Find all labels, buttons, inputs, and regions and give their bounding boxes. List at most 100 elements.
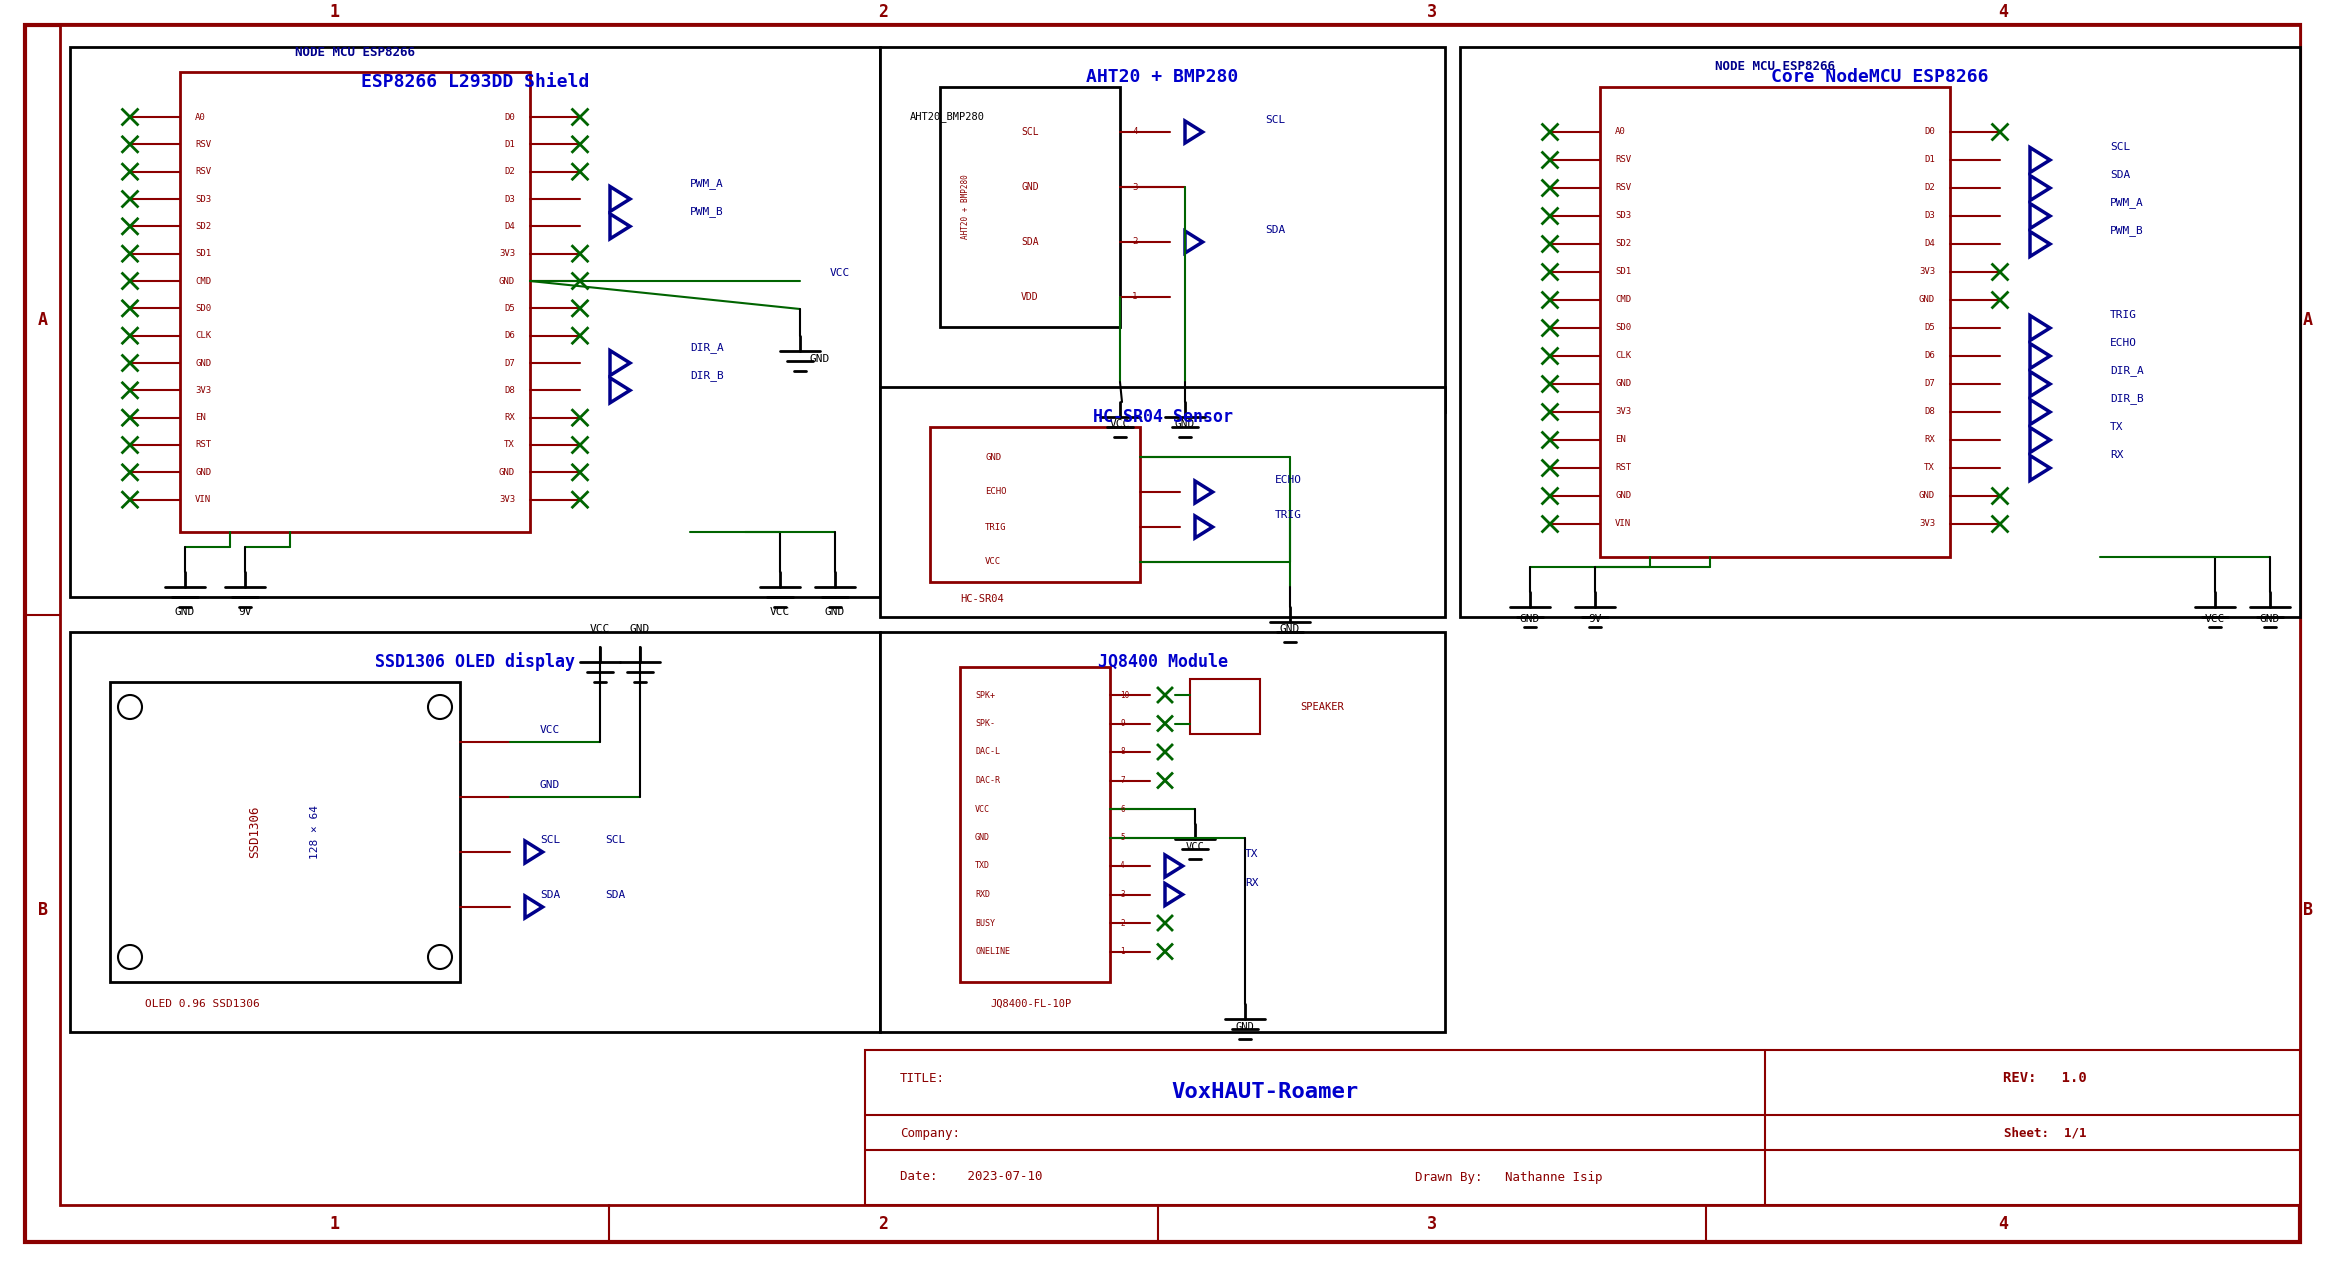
FancyBboxPatch shape bbox=[70, 47, 879, 597]
Text: 1: 1 bbox=[330, 3, 339, 22]
Text: GND: GND bbox=[1616, 380, 1632, 389]
Text: DIR_A: DIR_A bbox=[2111, 366, 2144, 376]
FancyBboxPatch shape bbox=[179, 72, 530, 532]
Text: ECHO: ECHO bbox=[986, 488, 1007, 497]
Text: 4: 4 bbox=[1121, 862, 1125, 870]
Text: RX: RX bbox=[1925, 436, 1934, 445]
Text: TXD: TXD bbox=[974, 862, 990, 870]
Text: SD0: SD0 bbox=[195, 304, 212, 313]
Text: VCC: VCC bbox=[2204, 614, 2225, 625]
Text: Company:: Company: bbox=[900, 1126, 960, 1139]
FancyBboxPatch shape bbox=[879, 47, 1446, 412]
Text: VoxHAUT-Roamer: VoxHAUT-Roamer bbox=[1172, 1082, 1358, 1102]
Text: TX: TX bbox=[505, 441, 516, 450]
FancyBboxPatch shape bbox=[109, 682, 460, 982]
Text: GND: GND bbox=[1918, 295, 1934, 304]
Text: A: A bbox=[37, 310, 49, 329]
Text: HC-SR04 Sensor: HC-SR04 Sensor bbox=[1093, 408, 1232, 426]
Text: D6: D6 bbox=[505, 331, 516, 340]
Text: Core NodeMCU ESP8266: Core NodeMCU ESP8266 bbox=[1772, 68, 1988, 86]
FancyBboxPatch shape bbox=[879, 632, 1446, 1033]
Text: VCC: VCC bbox=[770, 607, 791, 617]
Text: D1: D1 bbox=[505, 139, 516, 148]
Text: ECHO: ECHO bbox=[2111, 338, 2137, 348]
Text: GND: GND bbox=[1279, 625, 1300, 634]
Text: NODE MCU ESP8266: NODE MCU ESP8266 bbox=[295, 46, 414, 58]
Text: SDA: SDA bbox=[539, 889, 560, 900]
Text: 2: 2 bbox=[1121, 919, 1125, 927]
Text: DAC-R: DAC-R bbox=[974, 775, 1000, 786]
Text: GND: GND bbox=[2260, 614, 2281, 625]
Text: 5: 5 bbox=[1121, 832, 1125, 843]
Text: 3: 3 bbox=[1121, 889, 1125, 900]
Text: SSD1306 OLED display: SSD1306 OLED display bbox=[374, 653, 574, 672]
Text: VCC: VCC bbox=[591, 625, 609, 634]
Text: GND: GND bbox=[809, 353, 830, 364]
Text: CLK: CLK bbox=[1616, 351, 1632, 361]
FancyBboxPatch shape bbox=[960, 666, 1109, 982]
Text: SPEAKER: SPEAKER bbox=[1300, 702, 1344, 712]
Text: GND: GND bbox=[539, 780, 560, 791]
Text: GND: GND bbox=[986, 452, 1002, 461]
Text: D6: D6 bbox=[1925, 351, 1934, 361]
Text: Sheet:  1/1: Sheet: 1/1 bbox=[2004, 1126, 2086, 1139]
Text: GND: GND bbox=[1616, 492, 1632, 500]
Text: GND: GND bbox=[500, 468, 516, 476]
Text: SDA: SDA bbox=[1265, 226, 1286, 234]
Text: AHT20 + BMP280: AHT20 + BMP280 bbox=[960, 175, 970, 239]
Text: RSV: RSV bbox=[1616, 156, 1632, 165]
Text: RST: RST bbox=[1616, 464, 1632, 473]
Text: D0: D0 bbox=[1925, 128, 1934, 137]
Text: ESP8266 L293DD Shield: ESP8266 L293DD Shield bbox=[360, 73, 588, 91]
Text: 128 × 64: 128 × 64 bbox=[309, 805, 321, 859]
Text: RSV: RSV bbox=[195, 167, 212, 176]
Text: VIN: VIN bbox=[195, 495, 212, 504]
Text: SCL: SCL bbox=[1021, 127, 1039, 137]
Text: GND: GND bbox=[1174, 419, 1195, 430]
Text: 7: 7 bbox=[1121, 775, 1125, 786]
Text: VCC: VCC bbox=[986, 557, 1002, 566]
Text: 9V: 9V bbox=[1588, 614, 1602, 625]
Text: DIR_B: DIR_B bbox=[2111, 394, 2144, 404]
Text: SD1: SD1 bbox=[195, 250, 212, 258]
FancyBboxPatch shape bbox=[26, 25, 2299, 1242]
Text: OLED 0.96 SSD1306: OLED 0.96 SSD1306 bbox=[144, 998, 260, 1009]
Text: D2: D2 bbox=[505, 167, 516, 176]
Text: AHT20 + BMP280: AHT20 + BMP280 bbox=[1086, 68, 1239, 86]
Text: SDA: SDA bbox=[1021, 237, 1039, 247]
Text: 3V3: 3V3 bbox=[1616, 408, 1632, 417]
Text: TX: TX bbox=[2111, 422, 2123, 432]
Text: VCC: VCC bbox=[539, 725, 560, 735]
Text: D3: D3 bbox=[505, 195, 516, 204]
Text: REV:   1.0: REV: 1.0 bbox=[2004, 1071, 2088, 1085]
Text: D4: D4 bbox=[1925, 239, 1934, 248]
Text: GND: GND bbox=[630, 625, 651, 634]
Text: 10: 10 bbox=[1121, 691, 1130, 699]
Text: VCC: VCC bbox=[1109, 419, 1130, 430]
Text: GND: GND bbox=[825, 607, 844, 617]
Text: TITLE:: TITLE: bbox=[900, 1072, 944, 1085]
Text: D7: D7 bbox=[505, 359, 516, 367]
Text: BUSY: BUSY bbox=[974, 919, 995, 927]
Text: 6: 6 bbox=[1121, 805, 1125, 813]
Text: SPK+: SPK+ bbox=[974, 691, 995, 699]
Text: TX: TX bbox=[1244, 849, 1258, 859]
Text: GND: GND bbox=[974, 832, 990, 843]
Text: 1: 1 bbox=[330, 1215, 339, 1233]
Text: B: B bbox=[2304, 901, 2313, 919]
Text: SD0: SD0 bbox=[1616, 323, 1632, 332]
Text: PWM_A: PWM_A bbox=[2111, 198, 2144, 209]
Text: 3V3: 3V3 bbox=[500, 250, 516, 258]
Text: GND: GND bbox=[500, 276, 516, 285]
Text: GND: GND bbox=[1021, 182, 1039, 193]
Text: 3: 3 bbox=[1428, 3, 1437, 22]
Text: D2: D2 bbox=[1925, 184, 1934, 193]
Text: VDD: VDD bbox=[1021, 291, 1039, 302]
FancyBboxPatch shape bbox=[1460, 47, 2299, 617]
Text: D5: D5 bbox=[505, 304, 516, 313]
Text: B: B bbox=[37, 901, 49, 919]
Text: ONELINE: ONELINE bbox=[974, 946, 1009, 957]
Text: RSV: RSV bbox=[195, 139, 212, 148]
Text: SCL: SCL bbox=[604, 835, 625, 845]
Text: GND: GND bbox=[195, 468, 212, 476]
